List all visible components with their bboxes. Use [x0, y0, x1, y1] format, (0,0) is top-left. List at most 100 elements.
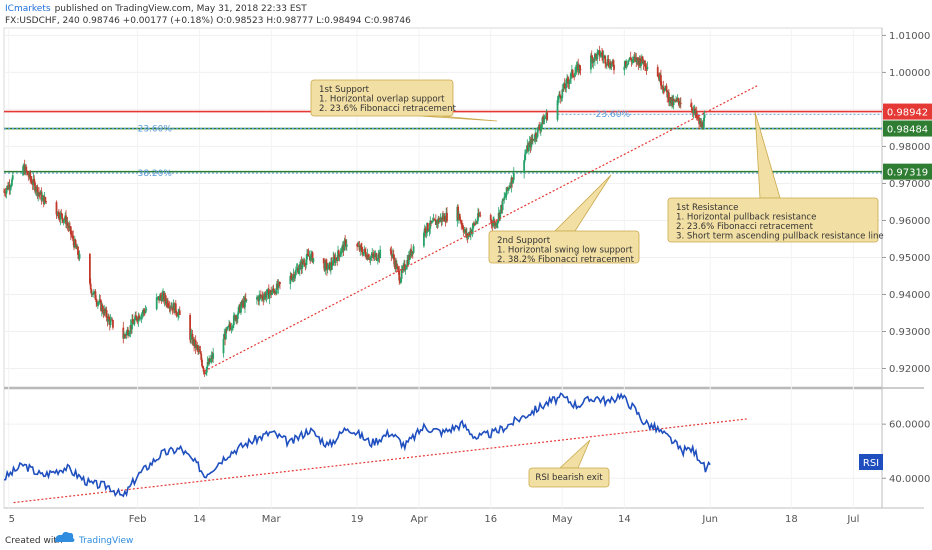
candle-body — [61, 213, 63, 219]
second-support-note-line: 2. 38.2% Fibonacci retracement — [497, 255, 635, 265]
candle-body — [610, 63, 613, 67]
candle-body — [88, 253, 91, 284]
candle-body — [524, 152, 527, 155]
candle-body — [158, 295, 161, 301]
candle-body — [222, 338, 225, 354]
first-support-note-box — [310, 79, 454, 117]
candle-body — [334, 257, 337, 263]
candle-body — [298, 264, 301, 271]
candle-body — [197, 347, 199, 351]
candle-body — [461, 224, 463, 226]
candle-body — [271, 292, 273, 295]
candle-body — [294, 269, 297, 275]
candle-body — [343, 240, 346, 251]
candle-body — [141, 313, 144, 315]
candle-body — [636, 57, 639, 61]
candle-body — [59, 212, 62, 220]
first-resistance-note-line: 1st Resistance — [676, 203, 738, 213]
candle-body — [376, 259, 378, 261]
time-axis[interactable]: 5 Feb 14 Mar 19 Apr 16 May 14 Jun 18 Jul — [9, 514, 860, 525]
candle-body — [596, 52, 599, 60]
candle-body — [579, 68, 582, 70]
candle-body — [524, 154, 526, 161]
rsi-series[interactable] — [3, 392, 711, 498]
candle-body — [230, 327, 233, 330]
candle-body — [105, 310, 108, 318]
candle-body — [375, 253, 378, 261]
candle-body — [590, 55, 592, 70]
candle-body — [127, 329, 129, 336]
candle-body — [5, 189, 8, 194]
candle-body — [438, 219, 441, 223]
candle-body — [94, 291, 97, 300]
candle-body — [327, 264, 330, 269]
candle-body — [594, 53, 596, 61]
candle-body — [206, 362, 209, 367]
candle-body — [533, 139, 536, 141]
candle-body — [11, 175, 14, 180]
second-support-note-box — [488, 230, 640, 264]
candle-body — [324, 261, 327, 271]
candle-body — [360, 245, 362, 248]
candle-body — [512, 179, 514, 184]
candle-body — [612, 61, 615, 65]
candle-body — [559, 96, 562, 99]
candle-body — [140, 314, 143, 318]
candle-body — [690, 103, 693, 107]
candle-body — [34, 182, 36, 192]
time-tick-label: 14 — [618, 514, 631, 525]
candle-body — [574, 72, 576, 77]
candle-body — [557, 97, 560, 101]
candle-body — [525, 150, 528, 153]
candle-body — [474, 222, 477, 225]
rsi-bearish-exit-note-line: RSI bearish exit — [535, 473, 603, 483]
second-support-note-line: 2nd Support — [497, 236, 551, 246]
candle-body — [156, 297, 159, 299]
candle-body — [639, 58, 642, 67]
candle-body — [356, 244, 359, 247]
trendlines[interactable] — [13, 84, 759, 504]
rsi-axis[interactable]: 60.0000 40.0000 — [882, 420, 930, 485]
candle-body — [78, 253, 81, 259]
time-tick-label: Mar — [262, 514, 282, 525]
candle-body — [535, 133, 537, 138]
candlestick-series[interactable] — [3, 45, 706, 377]
candle-body — [632, 59, 634, 61]
candle-body — [98, 299, 101, 303]
candle-body — [109, 319, 112, 326]
broker-link[interactable]: ICmarkets — [5, 4, 51, 14]
candle-body — [189, 314, 191, 340]
rsi-line[interactable] — [3, 392, 711, 498]
tradingview-brand[interactable]: TradingView — [78, 536, 133, 546]
candle-body — [89, 283, 92, 290]
candle-body — [337, 250, 339, 261]
candle-body — [459, 219, 462, 222]
candle-body — [613, 64, 615, 71]
symbol-line: FX:USDCHF, 240 0.98746 +0.00177 (+0.18%)… — [5, 16, 411, 26]
candle-body — [644, 60, 646, 67]
candle-body — [306, 253, 309, 255]
candle-body — [145, 309, 148, 311]
candle-body — [702, 117, 705, 128]
candle-body — [304, 264, 307, 266]
candle-body — [431, 221, 434, 223]
candle-body — [139, 317, 142, 319]
candle-body — [65, 215, 67, 225]
price-tick-label: 0.93000 — [889, 327, 930, 338]
candle-body — [668, 101, 671, 103]
candle-body — [565, 79, 568, 89]
candle-body — [258, 295, 261, 302]
candle-body — [108, 316, 110, 320]
candle-body — [66, 222, 69, 226]
candle-body — [244, 298, 247, 301]
rsi-bearish-exit-note[interactable]: RSI bearish exit — [528, 439, 610, 488]
candle-body — [161, 294, 164, 302]
candle-body — [543, 119, 545, 125]
candle-body — [679, 103, 682, 104]
candle-body — [74, 239, 77, 246]
candle-body — [335, 257, 338, 259]
